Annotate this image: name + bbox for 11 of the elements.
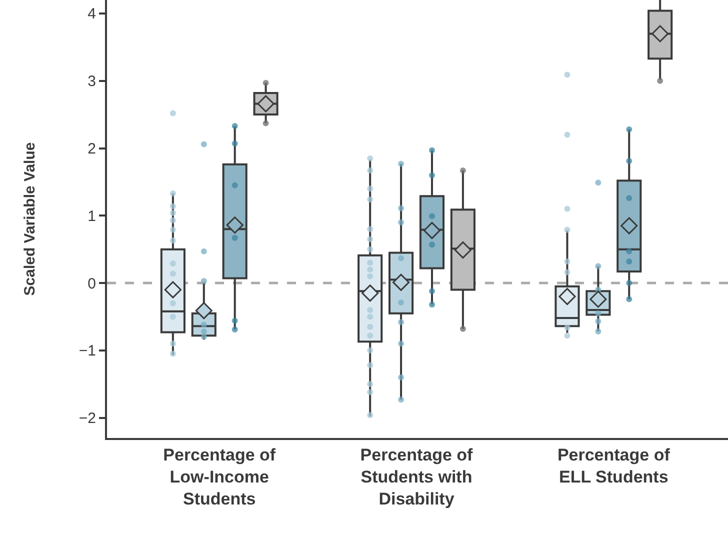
y-tick-label: 1 [88,208,96,225]
x-tick-label: Percentage of Low-Income Students [163,445,276,509]
y-axis-title: Scaled Variable Value [22,142,39,296]
y-tick-label: 0 [88,275,96,292]
y-tick-label: −2 [78,410,96,428]
x-tick-label: Percentage of ELL Students [557,445,670,486]
x-tick-label: Percentage of Students with Disability [360,445,474,509]
y-tick-label: 2 [88,140,96,158]
y-tick-label: −1 [78,342,96,360]
y-tick-label: 4 [88,6,96,23]
y-tick-label: 3 [88,73,96,90]
